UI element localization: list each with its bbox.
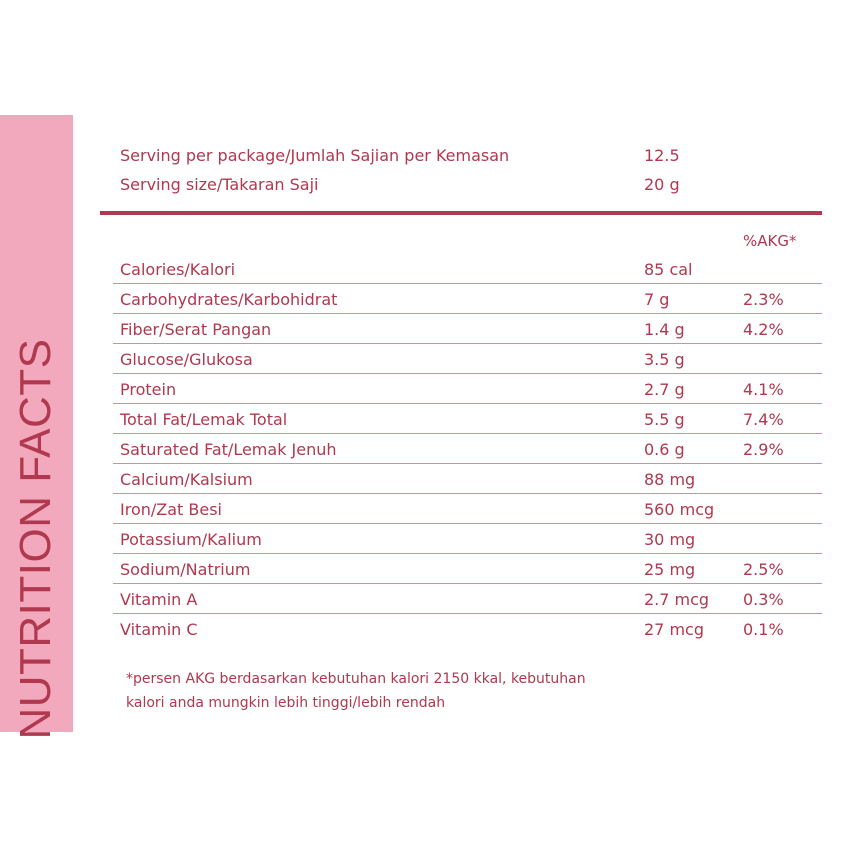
nutrient-row: Iron/Zat Besi 560 mcg: [113, 494, 822, 524]
nutrient-name: Total Fat/Lemak Total: [120, 410, 288, 429]
nutrient-amount: 88 mg: [644, 470, 696, 489]
nutrient-akg: 0.1%: [743, 620, 784, 639]
nutrient-name: Protein: [120, 380, 177, 399]
nutrient-akg: 2.3%: [743, 290, 784, 309]
akg-column-header: %AKG*: [743, 232, 797, 250]
nutrition-table: Calories/Kalori 85 cal Carbohydrates/Kar…: [113, 254, 822, 643]
nutrient-name: Calcium/Kalsium: [120, 470, 253, 489]
nutrient-amount: 7 g: [644, 290, 670, 309]
nutrient-row: Vitamin A 2.7 mcg 0.3%: [113, 584, 822, 614]
nutrient-row: Calcium/Kalsium 88 mg: [113, 464, 822, 494]
side-title: NUTRITION FACTS: [11, 338, 60, 740]
nutrient-row: Sodium/Natrium 25 mg 2.5%: [113, 554, 822, 584]
footnote-line-1: *persen AKG berdasarkan kebutuhan kalori…: [126, 671, 586, 687]
serving-size-value: 20 g: [644, 175, 680, 194]
footnote-line-2: kalori anda mungkin lebih tinggi/lebih r…: [126, 695, 446, 711]
nutrient-row: Total Fat/Lemak Total 5.5 g 7.4%: [113, 404, 822, 434]
nutrient-amount: 0.6 g: [644, 440, 685, 459]
nutrient-row: Calories/Kalori 85 cal: [113, 254, 822, 284]
side-band: NUTRITION FACTS: [0, 115, 73, 740]
nutrient-amount: 5.5 g: [644, 410, 685, 429]
nutrient-row: Protein 2.7 g 4.1%: [113, 374, 822, 404]
nutrient-amount: 1.4 g: [644, 320, 685, 339]
nutrient-amount: 30 mg: [644, 530, 696, 549]
nutrient-amount: 2.7 g: [644, 380, 685, 399]
nutrient-name: Vitamin A: [120, 590, 198, 609]
nutrient-row: Carbohydrates/Karbohidrat 7 g 2.3%: [113, 284, 822, 314]
nutrient-amount: 2.7 mcg: [644, 590, 710, 609]
nutrient-name: Fiber/Serat Pangan: [120, 320, 272, 339]
nutrient-akg: 2.5%: [743, 560, 784, 579]
nutrient-amount: 85 cal: [644, 260, 693, 279]
nutrient-akg: 2.9%: [743, 440, 784, 459]
serving-size-label: Serving size/Takaran Saji: [120, 175, 319, 194]
nutrient-akg: 7.4%: [743, 410, 784, 429]
nutrient-name: Vitamin C: [120, 620, 198, 639]
nutrient-name: Carbohydrates/Karbohidrat: [120, 290, 338, 309]
nutrient-name: Iron/Zat Besi: [120, 500, 222, 519]
nutrient-row: Glucose/Glukosa 3.5 g: [113, 344, 822, 374]
nutrient-row: Saturated Fat/Lemak Jenuh 0.6 g 2.9%: [113, 434, 822, 464]
nutrient-row: Potassium/Kalium 30 mg: [113, 524, 822, 554]
nutrient-name: Saturated Fat/Lemak Jenuh: [120, 440, 337, 459]
nutrient-amount: 560 mcg: [644, 500, 715, 519]
nutrient-akg: 4.2%: [743, 320, 784, 339]
nutrient-name: Potassium/Kalium: [120, 530, 262, 549]
header-divider: [100, 211, 822, 215]
nutrient-row: Vitamin C 27 mcg 0.1%: [113, 614, 822, 643]
akg-footnote: *persen AKG berdasarkan kebutuhan kalori…: [126, 667, 726, 715]
nutrient-name: Calories/Kalori: [120, 260, 236, 279]
serving-per-package-value: 12.5: [644, 146, 680, 165]
nutrient-amount: 25 mg: [644, 560, 696, 579]
nutrient-row: Fiber/Serat Pangan 1.4 g 4.2%: [113, 314, 822, 344]
nutrient-amount: 27 mcg: [644, 620, 704, 639]
nutrient-amount: 3.5 g: [644, 350, 685, 369]
nutrient-akg: 0.3%: [743, 590, 784, 609]
nutrient-name: Sodium/Natrium: [120, 560, 251, 579]
nutrient-name: Glucose/Glukosa: [120, 350, 253, 369]
serving-per-package-label: Serving per package/Jumlah Sajian per Ke…: [120, 146, 510, 165]
nutrient-akg: 4.1%: [743, 380, 784, 399]
